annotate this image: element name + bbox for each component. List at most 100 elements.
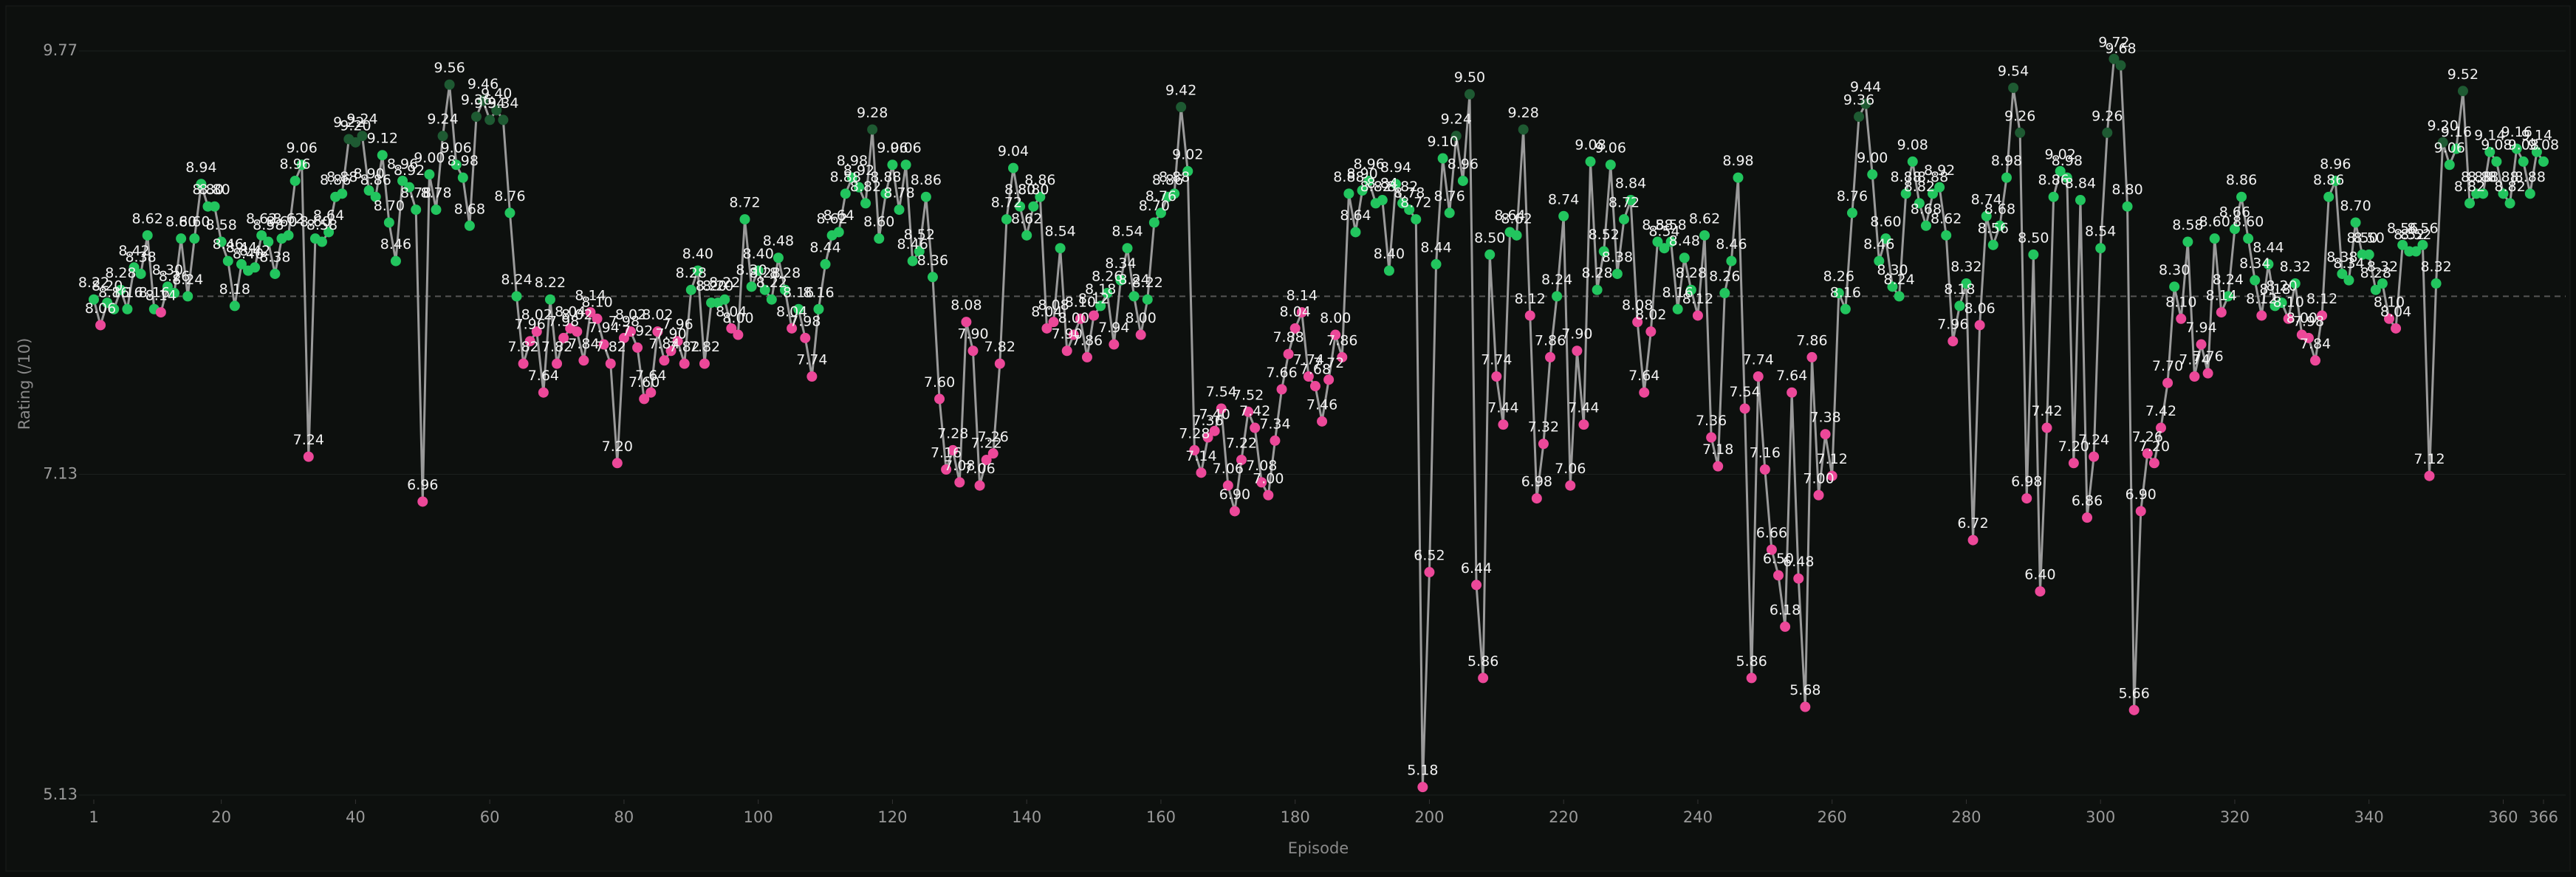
value-label: 8.00: [1126, 310, 1157, 326]
episode-point: [404, 182, 415, 193]
episode-point: [773, 252, 784, 264]
value-label: 8.28: [1676, 265, 1707, 281]
value-label: 6.18: [1770, 602, 1801, 618]
episode-point: [142, 230, 153, 241]
value-label: 8.60: [266, 214, 297, 230]
value-label: 9.72: [2098, 34, 2129, 50]
episode-point: [679, 358, 690, 369]
value-label: 9.00: [1857, 150, 1888, 166]
value-label: 9.54: [1998, 63, 2029, 79]
episode-point: [222, 255, 233, 266]
episode-point: [672, 336, 683, 347]
value-label: 9.22: [333, 114, 364, 131]
episode-point: [2317, 310, 2328, 321]
value-label: 9.20: [2428, 117, 2459, 134]
value-label: 8.98: [448, 153, 479, 169]
x-tick-label: 80: [614, 808, 634, 826]
episode-point: [2055, 165, 2066, 176]
value-label: 8.78: [1394, 185, 1425, 202]
episode-point: [739, 214, 750, 225]
episode-point: [2243, 233, 2254, 244]
episode-point: [2484, 146, 2496, 157]
value-label: 7.00: [1803, 470, 1834, 486]
value-label: 8.52: [904, 227, 935, 243]
value-label: 6.48: [1783, 554, 1814, 570]
value-label: 8.02: [561, 307, 592, 323]
episode-point: [1759, 464, 1770, 475]
episode-point: [2283, 313, 2294, 324]
value-label: 8.66: [2219, 204, 2250, 221]
episode-point: [1135, 329, 1146, 340]
value-label: 8.82: [1387, 179, 1418, 195]
episode-point: [1478, 673, 1489, 684]
value-label: 8.10: [2165, 294, 2196, 310]
value-label: 8.96: [1354, 156, 1385, 172]
episode-point: [196, 179, 207, 190]
value-label: 8.36: [917, 252, 948, 269]
episode-point: [2021, 493, 2032, 504]
episode-point: [1948, 336, 1959, 347]
episode-point: [1028, 201, 1039, 212]
value-label: 8.16: [783, 284, 814, 300]
value-label: 7.16: [931, 445, 962, 461]
episode-point: [538, 387, 549, 398]
episode-point: [2391, 323, 2402, 334]
episode-point: [2148, 458, 2159, 469]
value-label: 8.68: [454, 201, 485, 217]
value-label: 8.50: [1474, 230, 1505, 246]
value-label: 8.04: [776, 303, 807, 320]
episode-point: [2518, 156, 2529, 167]
value-label: 8.86: [360, 172, 391, 188]
episode-point: [1538, 438, 1549, 450]
value-label: 8.88: [2467, 169, 2498, 185]
value-label: 8.68: [1984, 201, 2015, 217]
value-label: 7.08: [944, 458, 975, 474]
value-label: 9.40: [481, 86, 512, 102]
x-tick-label: 320: [2220, 808, 2250, 826]
episode-point: [1565, 480, 1576, 491]
episode-point: [2169, 281, 2180, 292]
value-label: 7.60: [924, 374, 955, 391]
value-label: 7.20: [602, 438, 633, 455]
value-label: 8.18: [1944, 281, 1975, 298]
episode-point: [2450, 143, 2462, 154]
value-label: 8.60: [2199, 214, 2230, 230]
value-label: 8.96: [279, 156, 310, 172]
episode-point: [1109, 339, 1120, 350]
value-label: 8.16: [1662, 284, 1693, 300]
episode-point: [1954, 300, 1965, 312]
value-label: 8.32: [2367, 259, 2398, 275]
episode-point: [1685, 284, 1696, 295]
value-label: 7.98: [2293, 313, 2324, 329]
episode-point: [1585, 156, 1596, 167]
value-label: 7.84: [568, 336, 599, 352]
episode-point: [759, 284, 770, 295]
value-label: 8.44: [226, 239, 257, 255]
episode-point: [2424, 470, 2435, 481]
episode-point: [2182, 236, 2193, 247]
value-label: 8.80: [192, 182, 223, 198]
episode-point: [1424, 567, 1435, 578]
episode-point: [122, 303, 133, 314]
x-axis-label: Episode: [1288, 839, 1349, 857]
value-label: 7.84: [2300, 336, 2331, 352]
value-label: 8.38: [1602, 249, 1633, 265]
episode-point: [337, 188, 348, 199]
episode-point: [1155, 207, 1166, 219]
value-label: 8.28: [750, 265, 781, 281]
value-label: 9.24: [1441, 111, 1472, 128]
episode-point: [1337, 351, 1348, 362]
value-label: 8.44: [1420, 239, 1451, 255]
episode-point: [1679, 252, 1690, 264]
value-label: 7.46: [1306, 396, 1337, 413]
value-label: 8.14: [2206, 288, 2237, 304]
value-label: 8.14: [575, 288, 606, 304]
value-label: 8.72: [991, 195, 1022, 211]
episode-point: [370, 191, 381, 202]
value-label: 8.52: [2400, 227, 2431, 243]
value-label: 9.08: [2481, 137, 2512, 153]
value-label: 8.58: [253, 217, 284, 233]
value-label: 8.74: [1971, 191, 2002, 207]
episode-point: [1363, 175, 1374, 186]
value-label: 8.00: [1320, 310, 1351, 326]
